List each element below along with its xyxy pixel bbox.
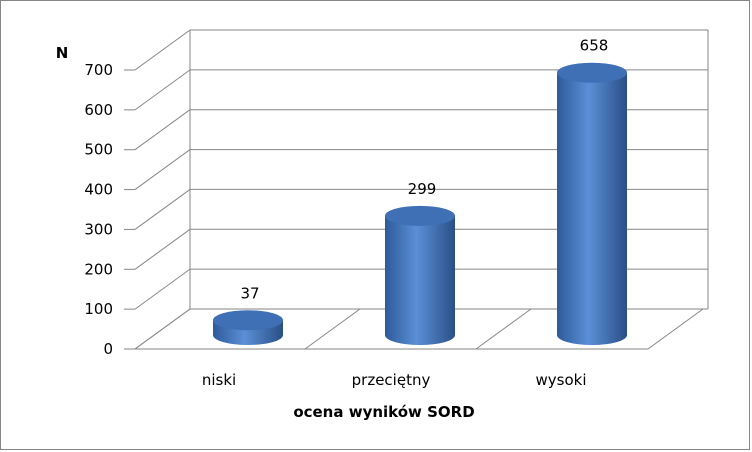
floor-divider (475, 308, 532, 350)
x-axis-title: ocena wyników SORD (293, 403, 474, 421)
bar-top (385, 205, 455, 226)
y-tick-label: 700 (84, 61, 113, 79)
y-tick-label: 400 (84, 181, 113, 199)
y-axis-ticks: 0 100 200 300 400 500 600 700 (84, 61, 135, 358)
data-label: 37 (240, 284, 259, 302)
bar-body (557, 72, 627, 346)
side-gridline (134, 189, 191, 230)
bar-1 (385, 205, 455, 345)
x-axis-categories: niski przeciętny wysoki (202, 371, 587, 389)
side-gridline (134, 228, 191, 270)
y-tick-label: 200 (84, 260, 113, 278)
x-category-label: wysoki (536, 371, 587, 389)
side-gridline (134, 268, 191, 310)
y-tick-label: 100 (84, 300, 113, 318)
bar-2 (557, 62, 627, 346)
y-tick-label: 600 (84, 101, 113, 119)
y-tick-label: 0 (103, 340, 113, 358)
bar-top (213, 310, 283, 331)
side-gridline (134, 29, 191, 71)
data-label: 299 (408, 180, 437, 198)
side-gridline (134, 149, 191, 190)
bar-body (385, 215, 455, 345)
side-gridline (134, 69, 191, 111)
floor-divider (304, 308, 361, 350)
bars: 37 299 658 (213, 37, 627, 346)
x-category-label: przeciętny (352, 371, 431, 389)
bar-top (557, 62, 627, 83)
y-tick-label: 500 (84, 141, 113, 159)
side-gridline (134, 109, 191, 151)
data-label: 658 (580, 37, 609, 55)
floor-divider (647, 308, 704, 350)
floor-divider (134, 308, 191, 350)
y-axis-title: N (56, 44, 69, 62)
bar-0 (213, 310, 283, 345)
y-tick-label: 300 (84, 220, 113, 238)
x-category-label: niski (202, 371, 236, 389)
